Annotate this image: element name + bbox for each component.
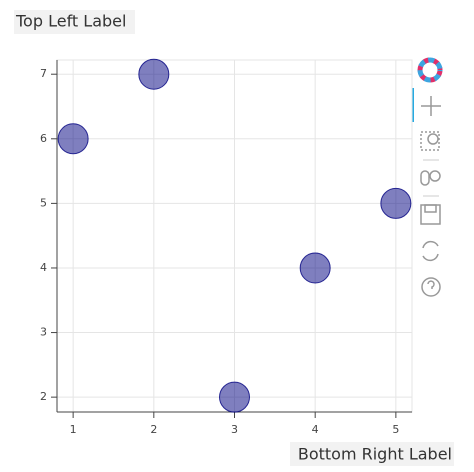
y-tick-label: 4 <box>40 261 47 274</box>
logo <box>417 57 443 83</box>
annotation-box <box>290 442 454 466</box>
y-tick-label: 2 <box>40 390 47 403</box>
toolbar <box>412 57 443 297</box>
x-tick-label: 5 <box>392 423 399 436</box>
x-tick-label: 4 <box>312 423 319 436</box>
x-tick-label: 3 <box>231 423 238 436</box>
x-tick-label: 2 <box>150 423 157 436</box>
y-tick-label: 6 <box>40 132 47 145</box>
point <box>380 187 412 219</box>
annotation: Top Left Label <box>15 12 126 31</box>
annotation-box <box>14 10 135 34</box>
box-zoom-tool[interactable] <box>420 131 440 151</box>
y-tick-label: 5 <box>40 196 47 209</box>
point <box>219 381 250 413</box>
x-tick-label: 1 <box>70 423 77 436</box>
reset-tool[interactable] <box>422 240 439 262</box>
annotation: Bottom Right Label <box>298 445 452 464</box>
wheel-zoom-tool[interactable] <box>420 170 441 186</box>
point <box>138 58 170 90</box>
y-tick-label: 3 <box>40 326 47 339</box>
save-tool[interactable] <box>420 204 441 225</box>
y-tick-label: 7 <box>40 67 47 80</box>
pan-tool[interactable] <box>421 96 441 116</box>
help-tool[interactable] <box>421 277 441 297</box>
point <box>57 123 89 155</box>
point <box>299 252 331 284</box>
